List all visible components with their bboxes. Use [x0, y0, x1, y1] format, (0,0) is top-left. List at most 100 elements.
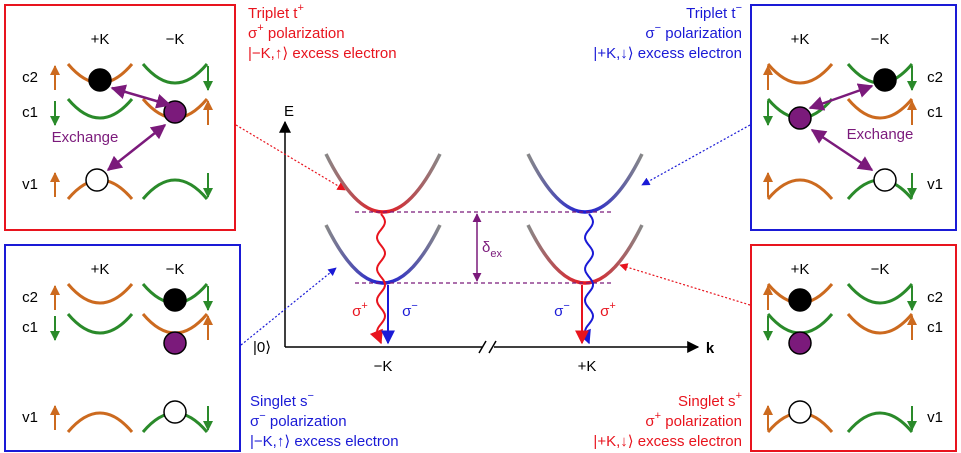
- emission: [369, 213, 387, 345]
- caption-line: σ− polarization: [645, 22, 742, 42]
- text-part: |+K,↓⟩ excess electron: [593, 45, 742, 62]
- band-label: c1: [22, 104, 38, 121]
- exchange-arrow: [106, 124, 167, 171]
- panel-border: [750, 4, 957, 231]
- supscript: −: [411, 300, 417, 312]
- text-part: σ: [402, 303, 412, 320]
- supscript: −: [308, 390, 314, 402]
- polarization-label: σ−: [554, 300, 570, 320]
- exchange-label: Exchange: [847, 126, 914, 143]
- valley-label: −K: [166, 31, 185, 48]
- supscript: +: [609, 300, 615, 312]
- panel-border: [4, 4, 236, 231]
- valley-label: +K: [791, 31, 810, 48]
- carrier: [788, 400, 812, 424]
- band-curve: [766, 63, 834, 85]
- caption-line: |+K,↓⟩ excess electron: [593, 433, 742, 450]
- band-label: c1: [927, 104, 943, 121]
- carrier: [163, 288, 187, 312]
- caption-line: σ− polarization: [250, 410, 347, 430]
- carrier: [788, 331, 812, 355]
- ground-state: |0⟩: [253, 339, 271, 356]
- carrier: [163, 331, 187, 355]
- panel-border: [750, 244, 957, 452]
- text-part: σ: [645, 413, 655, 430]
- carrier: [873, 168, 897, 192]
- supscript: −: [563, 300, 569, 312]
- supscript: +: [736, 390, 742, 402]
- caption-line: Singlet s−: [250, 390, 314, 410]
- exciton-band: [526, 224, 644, 285]
- caption-line: |−K,↑⟩ excess electron: [250, 433, 399, 450]
- valley-label: +K: [578, 358, 597, 375]
- band-curve: [766, 178, 834, 200]
- text-part: |+K,↓⟩ excess electron: [593, 433, 742, 450]
- band-label: c2: [927, 69, 943, 86]
- exchange-arrow: [110, 84, 172, 109]
- caption-line: Triplet t+: [248, 2, 304, 22]
- band-curve: [846, 98, 914, 120]
- connector: [641, 124, 751, 186]
- caption-line: Singlet s+: [678, 390, 742, 410]
- subscript: ex: [490, 248, 502, 260]
- band-curve: [66, 98, 134, 120]
- carrier: [788, 106, 812, 130]
- axis-label: E: [284, 103, 294, 120]
- panel-border: [4, 244, 241, 452]
- band-curve: [846, 283, 914, 305]
- band-label: v1: [927, 409, 943, 426]
- band-curve: [66, 313, 134, 335]
- supscript: +: [297, 2, 303, 14]
- caption-line: |+K,↓⟩ excess electron: [593, 45, 742, 62]
- exciton-band: [324, 224, 442, 285]
- exchange-arrow: [810, 128, 874, 172]
- valley-label: +K: [791, 261, 810, 278]
- carrier: [788, 288, 812, 312]
- polarization-label: σ+: [600, 300, 616, 320]
- valley-label: −K: [871, 261, 890, 278]
- text-part: polarization: [266, 413, 347, 430]
- text-part: σ: [248, 25, 258, 42]
- valley-label: −K: [166, 261, 185, 278]
- text-part: polarization: [264, 25, 345, 42]
- exciton-band: [324, 153, 442, 214]
- text-part: σ: [600, 303, 610, 320]
- text-part: |−K,↑⟩ excess electron: [250, 433, 399, 450]
- text-part: σ: [250, 413, 260, 430]
- band-curve: [766, 313, 834, 335]
- connector: [240, 267, 337, 346]
- band-label: v1: [927, 176, 943, 193]
- caption-line: |−K,↑⟩ excess electron: [248, 45, 397, 62]
- valley-label: −K: [374, 358, 393, 375]
- connector: [619, 263, 751, 306]
- band-label: c1: [927, 319, 943, 336]
- text-part: σ: [554, 303, 564, 320]
- text-part: Singlet s: [678, 393, 736, 410]
- supscript: +: [257, 22, 263, 34]
- axis-break: [488, 340, 497, 354]
- polarization-label: σ+: [352, 300, 368, 320]
- valley-label: +K: [91, 31, 110, 48]
- carrier: [873, 68, 897, 92]
- exciton-band: [526, 153, 644, 214]
- band-label: c2: [22, 69, 38, 86]
- band-curve: [846, 411, 914, 433]
- supscript: −: [736, 2, 742, 14]
- caption-line: Triplet t−: [686, 2, 742, 22]
- axis-label: k: [706, 340, 715, 357]
- text-part: δ: [482, 239, 490, 256]
- connector: [235, 124, 346, 191]
- caption-line: σ+ polarization: [248, 22, 345, 42]
- emission: [577, 213, 595, 345]
- supscript: −: [655, 22, 661, 34]
- carrier: [85, 168, 109, 192]
- text-part: Singlet s: [250, 393, 308, 410]
- text-part: Triplet t: [686, 5, 736, 22]
- band-label: v1: [22, 409, 38, 426]
- polarization-label: σ−: [402, 300, 418, 320]
- band-label: c2: [22, 289, 38, 306]
- supscript: −: [259, 410, 265, 422]
- band-label: c1: [22, 319, 38, 336]
